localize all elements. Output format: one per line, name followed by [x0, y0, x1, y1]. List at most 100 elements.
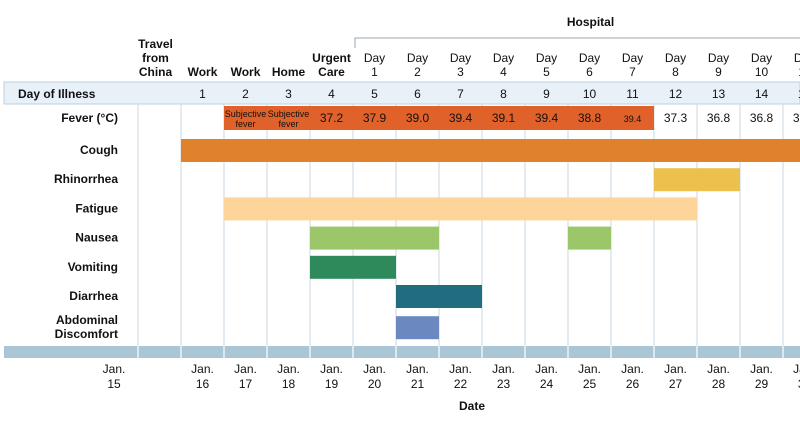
fever-row-label: Fever (°C) [61, 111, 118, 125]
date-tick-month: Jan. [750, 362, 773, 376]
date-tick-day: 26 [626, 377, 640, 391]
symptom-row-label: Rhinorrhea [54, 172, 118, 186]
date-tick-day: 28 [712, 377, 726, 391]
date-tick-day: 24 [540, 377, 554, 391]
day-of-illness-number: 11 [626, 87, 639, 101]
date-tick-month: Jan. [191, 362, 214, 376]
date-tick-month: Jan. [449, 362, 472, 376]
day-of-illness-number: 15 [798, 87, 800, 101]
symptom-bar [310, 226, 439, 250]
location-label: 6 [586, 65, 593, 79]
symptom-bar [310, 255, 396, 279]
date-tick-month: Jan. [277, 362, 300, 376]
location-label: Home [272, 65, 306, 79]
date-tick-month: Jan. [707, 362, 730, 376]
date-tick-month: Jan. [320, 362, 343, 376]
location-label: 9 [715, 65, 722, 79]
location-label: 2 [414, 65, 421, 79]
date-tick-day: 16 [196, 377, 210, 391]
date-tick-day: 18 [282, 377, 296, 391]
location-label: Day [493, 51, 514, 65]
date-tick-month: Jan. [793, 362, 800, 376]
location-label: from [142, 51, 169, 65]
day-of-illness-number: 14 [755, 87, 769, 101]
hospital-bracket [354, 37, 800, 48]
day-of-illness-number: 8 [500, 87, 507, 101]
fever-value: 39.1 [492, 111, 516, 125]
location-label: Urgent [312, 51, 351, 65]
symptom-row-label: Cough [80, 143, 118, 157]
symptom-bar [654, 168, 740, 192]
hospital-label: Hospital [567, 15, 614, 29]
symptom-bar [396, 316, 439, 340]
symptom-row-label: Fatigue [75, 201, 118, 215]
date-tick-day: 19 [325, 377, 339, 391]
date-tick-day: 21 [411, 377, 425, 391]
location-label: 7 [629, 65, 636, 79]
fever-value: 37.3 [664, 111, 688, 125]
date-tick-month: Jan. [492, 362, 515, 376]
symptom-row-label: Vomiting [68, 260, 118, 274]
day-of-illness-number: 2 [242, 87, 249, 101]
fever-value: 39.0 [406, 111, 430, 125]
x-axis-label: Date [459, 399, 485, 413]
date-tick-day: 25 [583, 377, 597, 391]
date-tick-day: 27 [669, 377, 683, 391]
date-axis-bar [4, 346, 800, 358]
location-label: Day [407, 51, 428, 65]
date-tick-day: 17 [239, 377, 253, 391]
date-tick-month: Jan. [234, 362, 257, 376]
fever-value: Subjective [268, 109, 310, 119]
location-label: Day [622, 51, 643, 65]
location-label: Day [708, 51, 729, 65]
symptom-row-label: Nausea [75, 231, 118, 245]
date-tick-month: Jan. [103, 362, 126, 376]
day-of-illness-number: 1 [199, 87, 206, 101]
date-tick-month: Jan. [363, 362, 386, 376]
date-tick-month: Jan. [578, 362, 601, 376]
fever-bar [224, 106, 654, 130]
location-label: 3 [457, 65, 464, 79]
location-label: 10 [755, 65, 769, 79]
date-tick-month: Jan. [406, 362, 429, 376]
symptom-row-label: Diarrhea [69, 289, 118, 303]
fever-value: 36.3 [793, 111, 800, 125]
symptom-bar [396, 285, 482, 308]
date-tick-month: Jan. [535, 362, 558, 376]
location-label: Day [536, 51, 557, 65]
fever-value: fever [235, 119, 255, 129]
day-of-illness-number: 5 [371, 87, 378, 101]
fever-value: fever [278, 119, 298, 129]
location-label: Day [751, 51, 772, 65]
date-tick-day: 22 [454, 377, 468, 391]
day-of-illness-number: 12 [669, 87, 683, 101]
fever-value: 36.8 [750, 111, 774, 125]
date-tick-day: 23 [497, 377, 511, 391]
day-of-illness-number: 6 [414, 87, 421, 101]
location-label: Day [364, 51, 385, 65]
location-label: 4 [500, 65, 507, 79]
symptom-row-label: Discomfort [55, 327, 118, 341]
location-label: Day [450, 51, 471, 65]
location-label: Day [665, 51, 686, 65]
location-label: Day [794, 51, 800, 65]
location-label: 5 [543, 65, 550, 79]
day-of-illness-number: 4 [328, 87, 335, 101]
day-of-illness-number: 3 [285, 87, 292, 101]
location-label: Day [579, 51, 600, 65]
location-label: Work [188, 65, 218, 79]
location-label: Care [318, 65, 345, 79]
location-label: 1 [371, 65, 378, 79]
location-label: 8 [672, 65, 679, 79]
date-tick-day: 20 [368, 377, 382, 391]
date-tick-month: Jan. [621, 362, 644, 376]
fever-value: 39.4 [535, 111, 559, 125]
location-label: China [139, 65, 173, 79]
day-of-illness-number: 10 [583, 87, 597, 101]
symptom-bar [181, 139, 800, 162]
fever-value: 39.4 [624, 114, 642, 124]
date-tick-day: 30 [798, 377, 800, 391]
symptom-row-label: Abdominal [56, 313, 118, 327]
